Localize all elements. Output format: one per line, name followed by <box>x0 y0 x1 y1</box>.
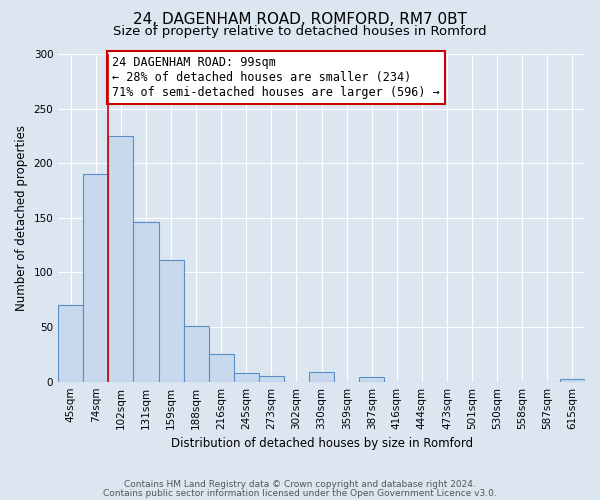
Text: 24, DAGENHAM ROAD, ROMFORD, RM7 0BT: 24, DAGENHAM ROAD, ROMFORD, RM7 0BT <box>133 12 467 28</box>
Bar <box>359 378 385 382</box>
Bar <box>109 136 133 382</box>
Bar <box>58 305 83 382</box>
Bar <box>133 222 158 382</box>
Bar <box>259 376 284 382</box>
Bar <box>184 326 209 382</box>
Bar <box>158 260 184 382</box>
Text: 24 DAGENHAM ROAD: 99sqm
← 28% of detached houses are smaller (234)
71% of semi-d: 24 DAGENHAM ROAD: 99sqm ← 28% of detache… <box>112 56 440 99</box>
Bar <box>83 174 109 382</box>
Bar <box>309 372 334 382</box>
Bar <box>209 354 234 382</box>
Text: Size of property relative to detached houses in Romford: Size of property relative to detached ho… <box>113 25 487 38</box>
Bar <box>234 373 259 382</box>
X-axis label: Distribution of detached houses by size in Romford: Distribution of detached houses by size … <box>170 437 473 450</box>
Text: Contains HM Land Registry data © Crown copyright and database right 2024.: Contains HM Land Registry data © Crown c… <box>124 480 476 489</box>
Text: Contains public sector information licensed under the Open Government Licence v3: Contains public sector information licen… <box>103 488 497 498</box>
Y-axis label: Number of detached properties: Number of detached properties <box>15 125 28 311</box>
Bar <box>560 380 585 382</box>
